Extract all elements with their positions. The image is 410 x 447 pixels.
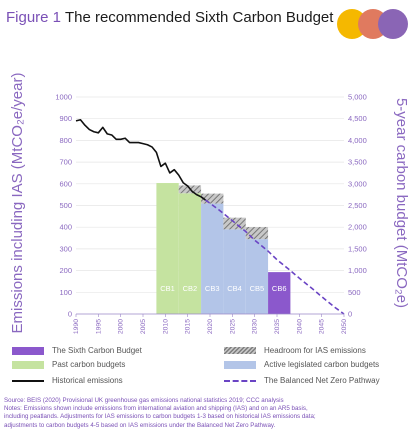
y-tick-right: 3,000 <box>348 179 367 188</box>
x-tick-label: 2010 <box>162 319 169 334</box>
figure-title: The recommended Sixth Carbon Budget <box>64 9 334 26</box>
x-tick-label: 2040 <box>296 319 303 334</box>
balanced-net-zero-pathway-line <box>205 199 345 315</box>
y-tick-left: 1000 <box>55 93 72 102</box>
budget-label-cb3: CB3 <box>205 284 220 293</box>
y-tick-left: 100 <box>59 288 72 297</box>
legend-swatch-sixth <box>12 346 44 355</box>
y-tick-right: 500 <box>348 288 361 297</box>
budget-bar-cb2 <box>178 193 202 314</box>
x-tick-label: 2035 <box>274 319 281 334</box>
y-axis-right-label: 5-year carbon budget (MtCO₂e) <box>393 98 410 308</box>
y-tick-left: 500 <box>59 201 72 210</box>
notes: Source: BEIS (2020) Provisional UK green… <box>4 397 408 430</box>
emission-lines <box>75 118 345 315</box>
legend-historical: Historical emissions <box>12 376 123 385</box>
budget-bar-cb3 <box>201 203 224 314</box>
y-tick-right: 2,000 <box>348 223 367 232</box>
headroom-cb3 <box>201 193 224 204</box>
budget-bar-cb6 <box>268 272 291 314</box>
budget-bar-cb4 <box>223 229 246 314</box>
x-tick-label: 2015 <box>185 319 192 334</box>
note-line: Notes: Emissions shown include emissions… <box>4 405 308 413</box>
logo-dot-purple <box>378 9 408 39</box>
x-tick-label: 2005 <box>140 319 147 334</box>
legend-historical-label: Historical emissions <box>52 376 123 385</box>
carbon-budget-chart: CB1 CB2 CB3 CB4 CB5 CB6 0 0 100 500 200 1,000 300 1,… <box>9 73 410 335</box>
legend-active: Active legislated carbon budgets <box>224 360 379 369</box>
x-tick-label: 2000 <box>118 319 125 334</box>
y-tick-left: 700 <box>59 158 72 167</box>
legend-swatch-active <box>224 360 256 369</box>
legend-swatch-past <box>12 360 44 369</box>
logo-dot-yellow <box>337 9 367 39</box>
y-tick-right: 4,000 <box>348 136 367 145</box>
x-tick-label: 2050 <box>341 319 348 334</box>
historical-emissions-line <box>75 118 207 201</box>
y-tick-right: 1,000 <box>348 266 367 275</box>
page-title: Figure 1 The recommended Sixth Carbon Bu… <box>6 9 333 26</box>
y-tick-right: 3,500 <box>348 158 367 167</box>
legend: The Sixth Carbon Budget Headroom for IAS… <box>12 346 408 392</box>
legend-pathway: The Balanced Net Zero Pathway <box>224 376 380 385</box>
y-axis-left-label: Emissions including IAS (MtCO₂e/year) <box>9 73 26 334</box>
note-line: including peatlands. Adjustments for IAS… <box>4 413 316 421</box>
legend-past: Past carbon budgets <box>12 360 125 369</box>
note-line: Source: BEIS (2020) Provisional UK green… <box>4 397 284 404</box>
legend-pathway-label: The Balanced Net Zero Pathway <box>264 376 380 385</box>
y-tick-right: 1,500 <box>348 244 367 253</box>
note-line: adjustments to carbon budgets 4-5 based … <box>4 421 276 429</box>
budget-label-cb1: CB1 <box>160 284 175 293</box>
legend-swatch-pathway <box>224 379 256 382</box>
x-tick-label: 1995 <box>95 319 102 334</box>
budget-label-cb2: CB2 <box>183 284 198 293</box>
ccc-logo <box>337 9 408 39</box>
budget-label-cb5: CB5 <box>250 284 265 293</box>
y-tick-left: 800 <box>59 136 72 145</box>
budget-bars: CB1 CB2 CB3 CB4 CB5 CB6 <box>156 183 291 314</box>
legend-swatch-headroom <box>224 347 256 354</box>
headroom-cb5 <box>245 226 269 240</box>
budget-bar-cb5 <box>245 239 269 314</box>
budget-label-cb4: CB4 <box>227 284 242 293</box>
legend-past-label: Past carbon budgets <box>52 360 126 369</box>
legend-sixth: The Sixth Carbon Budget <box>12 346 142 355</box>
x-tick-label: 2025 <box>229 319 236 334</box>
y-tick-right: 4,500 <box>348 114 367 123</box>
y-tick-left: 400 <box>59 223 72 232</box>
x-tick-label: 2020 <box>207 319 214 334</box>
budget-label-cb6: CB6 <box>272 284 287 293</box>
figure-number: Figure 1 <box>6 9 62 26</box>
legend-headroom-label: Headroom for IAS emissions <box>264 346 366 355</box>
legend-sixth-label: The Sixth Carbon Budget <box>52 346 142 355</box>
budget-bar-cb1 <box>156 183 179 314</box>
y-tick-right: 5,000 <box>348 93 367 102</box>
y-tick-left: 200 <box>59 266 72 275</box>
headroom-cb4 <box>223 217 246 230</box>
x-tick-label: 2030 <box>252 319 259 334</box>
legend-active-label: Active legislated carbon budgets <box>264 360 380 369</box>
x-tick-label: 2045 <box>319 319 326 334</box>
y-tick-right: 0 <box>348 310 352 319</box>
y-tick-left: 0 <box>68 310 72 319</box>
y-tick-left: 900 <box>59 114 72 123</box>
axes: 0 0 100 500 200 1,000 300 1,500 400 2,000 500 2,500… <box>55 93 366 335</box>
y-tick-left: 600 <box>59 179 72 188</box>
legend-swatch-historical <box>12 379 44 382</box>
y-tick-right: 2,500 <box>348 201 367 210</box>
legend-headroom: Headroom for IAS emissions <box>224 346 366 355</box>
x-tick-label: 1990 <box>73 319 80 334</box>
y-tick-left: 300 <box>59 244 72 253</box>
